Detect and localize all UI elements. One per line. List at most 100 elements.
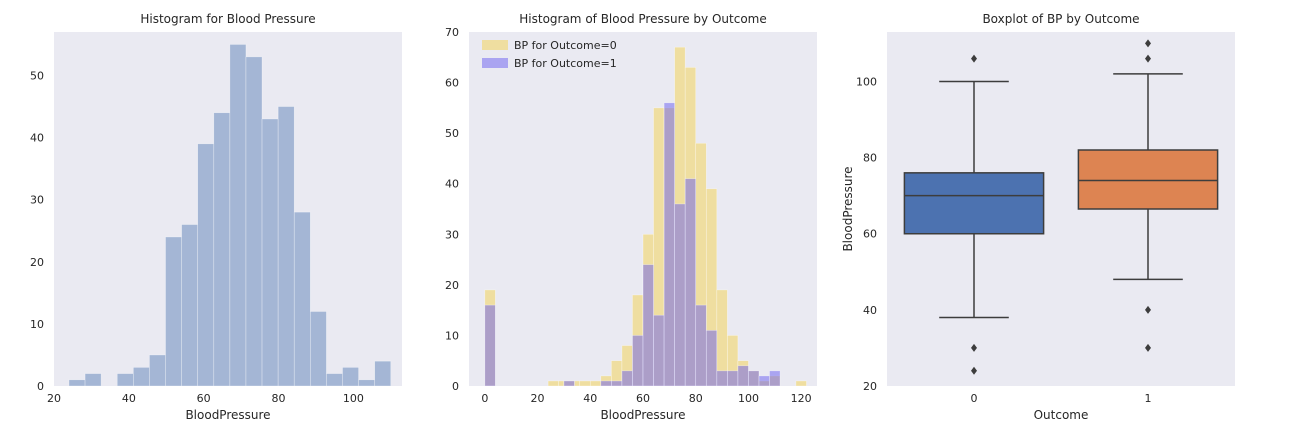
outcome0-bar xyxy=(589,380,602,387)
chart1-x-tick-label: 40 xyxy=(122,392,136,405)
outcome1-bar xyxy=(663,102,675,387)
chart2-y-tick-label: 50 xyxy=(445,127,459,140)
chart3-y-tick-label: 60 xyxy=(863,228,877,241)
outcome1-bar xyxy=(600,380,612,387)
outcome1-bar xyxy=(684,178,697,387)
outcome1-bar xyxy=(769,370,781,387)
legend-label-outcome1: BP for Outcome=1 xyxy=(514,57,617,70)
chart3-y-tick-label: 100 xyxy=(856,75,877,88)
histogram-by-outcome-chart: Histogram of Blood Pressure by Outcome 0… xyxy=(445,12,817,422)
chart3-x-axis-label: Outcome xyxy=(1034,408,1089,422)
chart2-y-tick-label: 0 xyxy=(452,380,459,393)
outcome1-bar xyxy=(563,380,575,387)
outcome1-bar xyxy=(705,330,718,387)
chart1-x-tick-label: 60 xyxy=(197,392,211,405)
chart2-x-tick-label: 100 xyxy=(738,392,759,405)
chart2-x-tick-label: 60 xyxy=(636,392,650,405)
chart1-x-axis-label: BloodPressure xyxy=(185,408,270,422)
chart2-y-tick-label: 10 xyxy=(445,329,459,342)
histogram-bar xyxy=(310,311,327,387)
chart3-y-tick-label: 80 xyxy=(863,152,877,165)
chart1-x-tick-label: 80 xyxy=(272,392,286,405)
outcome1-bar xyxy=(737,365,749,387)
outcome0-bar xyxy=(579,380,591,387)
histogram-bar xyxy=(326,373,343,387)
legend-swatch-outcome0 xyxy=(482,40,508,50)
box-outlier-point xyxy=(971,54,977,63)
chart2-x-tick-label: 0 xyxy=(481,392,488,405)
chart2-y-tick-label: 30 xyxy=(445,228,459,241)
chart1-y-tick-label: 20 xyxy=(30,256,44,269)
outcome1-bar xyxy=(695,304,707,387)
chart3-y-tick-label: 20 xyxy=(863,380,877,393)
box-outlier-point xyxy=(1145,39,1151,48)
chart2-y-tick-label: 60 xyxy=(445,77,459,90)
chart1-y-tick-label: 40 xyxy=(30,132,44,145)
histogram-bar xyxy=(245,56,263,387)
histogram-bar xyxy=(133,367,150,387)
chart2-x-ticks: 0 20 40 60 80 100 120 xyxy=(481,392,811,405)
chart2-x-tick-label: 120 xyxy=(791,392,812,405)
histogram-bar xyxy=(358,379,375,387)
histogram-bar xyxy=(277,106,295,387)
box-outlier-point xyxy=(1145,54,1151,63)
chart2-x-tick-label: 40 xyxy=(583,392,597,405)
chart1-y-tick-label: 50 xyxy=(30,69,44,82)
box-outlier-point xyxy=(1145,343,1151,352)
box-outlier-point xyxy=(971,366,977,375)
chart1-y-tick-label: 0 xyxy=(37,380,44,393)
outcome1-bar xyxy=(748,370,760,387)
chart2-legend: BP for Outcome=0 BP for Outcome=1 xyxy=(482,39,617,70)
histogram-bar xyxy=(293,211,311,387)
outcome1-bar xyxy=(632,335,644,387)
chart3-x-tick-label: 0 xyxy=(971,392,978,405)
histogram-bar xyxy=(342,367,359,387)
chart2-x-tick-label: 20 xyxy=(531,392,545,405)
chart3-x-tick-label: 1 xyxy=(1145,392,1152,405)
histogram-bar xyxy=(68,379,86,387)
chart2-y-ticks: 0 10 20 30 40 50 60 70 xyxy=(445,26,459,393)
histogram-bar xyxy=(116,373,134,387)
box-outlier-point xyxy=(971,343,977,352)
chart3-y-tick-label: 40 xyxy=(863,304,877,317)
chart1-title: Histogram for Blood Pressure xyxy=(140,12,315,26)
outcome1-bar xyxy=(621,370,633,387)
chart2-y-tick-label: 40 xyxy=(445,178,459,191)
chart2-x-axis-label: BloodPressure xyxy=(600,408,685,422)
histogram-bar xyxy=(374,360,392,387)
chart1-x-tick-label: 20 xyxy=(47,392,61,405)
outcome0-bar xyxy=(574,380,581,387)
outcome1-bar xyxy=(674,203,686,387)
chart1-x-ticks: 20 40 60 80 100 xyxy=(47,392,364,405)
box-iqr xyxy=(903,172,1045,235)
histogram-bar xyxy=(84,373,102,387)
outcome1-bar xyxy=(611,380,623,387)
chart2-title: Histogram of Blood Pressure by Outcome xyxy=(519,12,766,26)
outcome0-bar xyxy=(547,380,559,387)
histogram-bar xyxy=(213,112,231,387)
outcome1-bar xyxy=(653,314,665,387)
outcome0-bar xyxy=(558,380,565,387)
histogram-bar xyxy=(165,236,182,387)
histogram-bar xyxy=(181,224,198,387)
outcome1-bar xyxy=(727,370,739,387)
chart2-y-tick-label: 70 xyxy=(445,26,459,39)
legend-swatch-outcome1 xyxy=(482,58,508,68)
box-iqr xyxy=(1077,149,1219,210)
box-outlier-point xyxy=(1145,305,1151,314)
legend-label-outcome0: BP for Outcome=0 xyxy=(514,39,617,52)
histogram-bar xyxy=(197,143,215,387)
histogram-blood-pressure-chart: Histogram for Blood Pressure 20 40 60 80 100… xyxy=(30,12,402,422)
histogram-bar xyxy=(229,44,247,387)
histogram-bar xyxy=(149,354,166,387)
chart3-boxes xyxy=(903,39,1219,375)
histogram-bar xyxy=(261,118,279,387)
chart2-x-tick-label: 80 xyxy=(689,392,703,405)
chart3-y-axis-label: BloodPressure xyxy=(841,166,855,251)
chart3-title: Boxplot of BP by Outcome xyxy=(982,12,1139,26)
chart1-y-tick-label: 30 xyxy=(30,194,44,207)
outcome0-bar xyxy=(795,380,807,387)
